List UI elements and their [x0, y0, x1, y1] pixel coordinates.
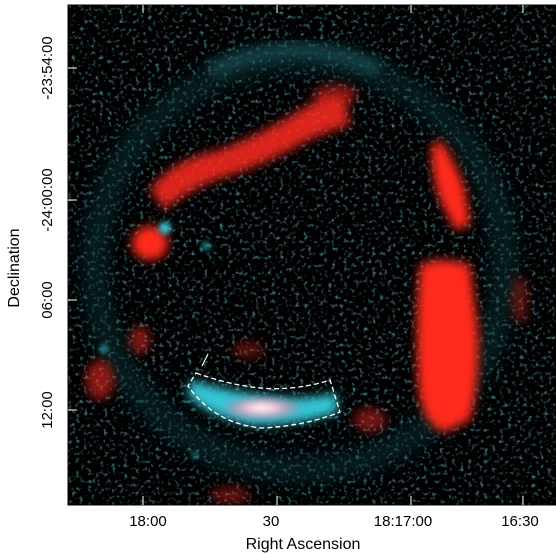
- sky-image: [68, 5, 556, 505]
- x-axis-ticks: 18:00 30 18:17:00 16:30: [129, 513, 539, 530]
- red-emission: [86, 85, 528, 503]
- x-axis-title: Right Ascension: [246, 536, 361, 553]
- plot-frame: [67, 4, 556, 506]
- region-marker-tick: [201, 353, 209, 367]
- tick-marks: [68, 5, 524, 505]
- y-tick-label: 12:00: [39, 391, 56, 429]
- x-tick-label: 18:00: [129, 513, 167, 530]
- y-tick-label: 06:00: [39, 281, 56, 319]
- y-tick-label: -23:54:00: [39, 36, 56, 99]
- y-axis-ticks: -23:54:00 -24:00:00 06:00 12:00: [39, 36, 56, 428]
- x-tick-label: 18:17:00: [374, 513, 432, 530]
- diffuse-shell: [81, 46, 519, 484]
- y-axis-title: Declination: [6, 228, 23, 307]
- bright-pink-core: [220, 395, 304, 421]
- x-tick-label: 30: [263, 513, 280, 530]
- top-diffuse-arc: [206, 41, 385, 79]
- y-tick-label: -24:00:00: [39, 168, 56, 231]
- dashed-region-outline: [187, 372, 341, 429]
- x-tick-label: 16:30: [501, 513, 539, 530]
